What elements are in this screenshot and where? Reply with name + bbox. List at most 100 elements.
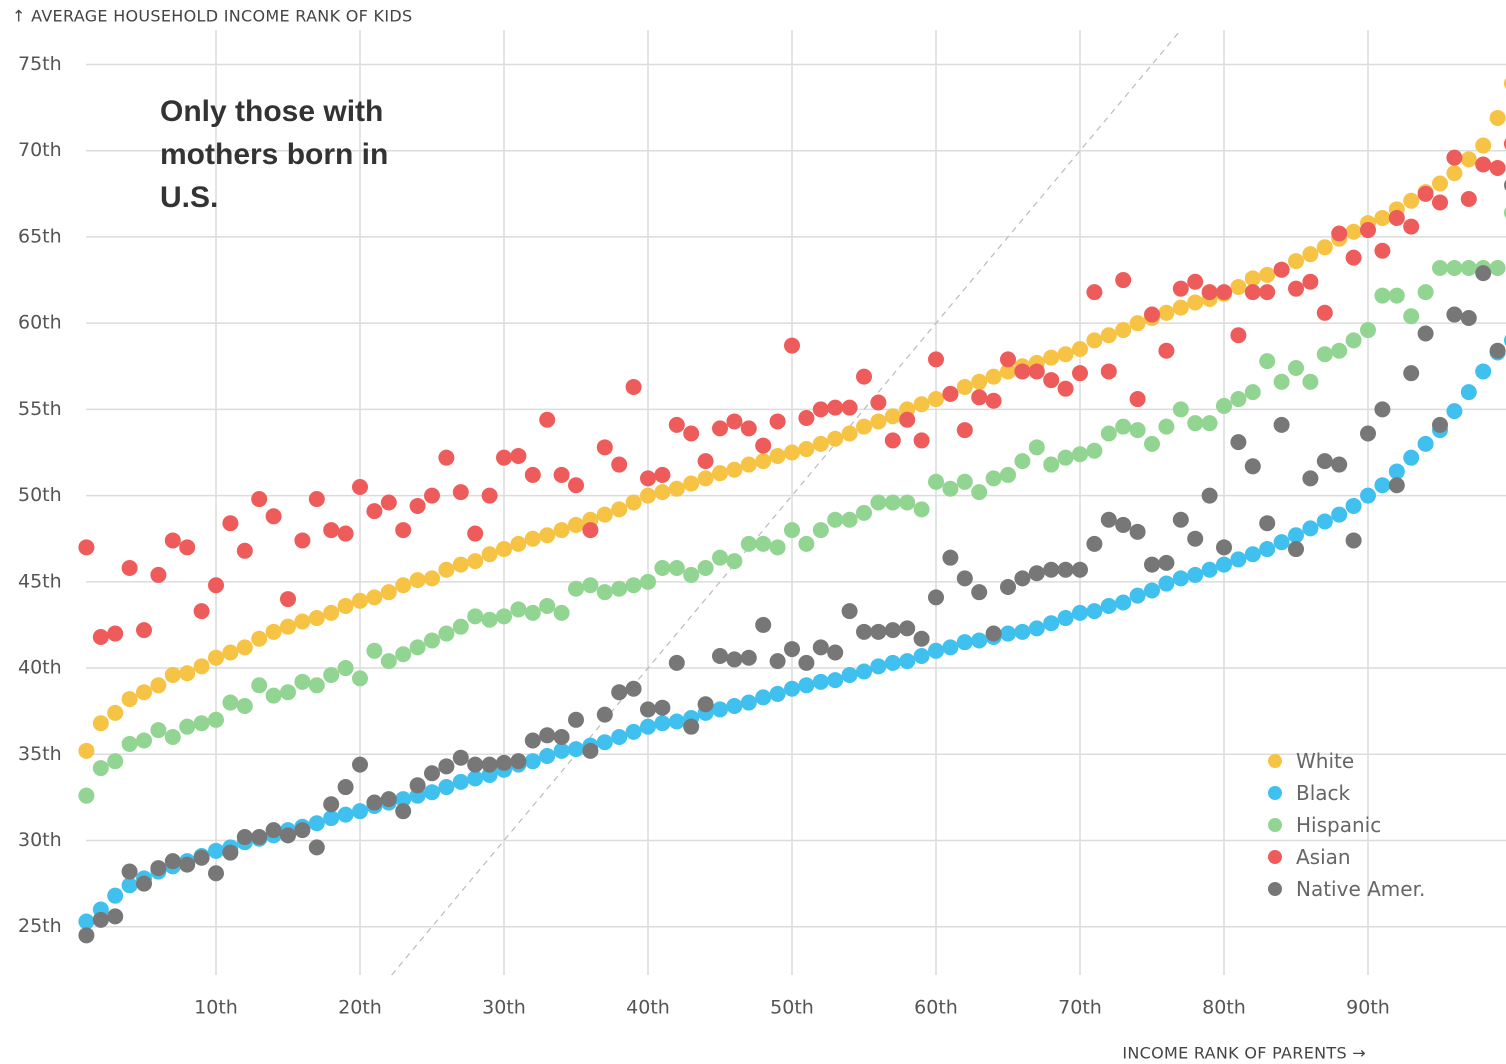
dot	[510, 601, 527, 618]
dot	[1072, 446, 1088, 463]
dot	[1000, 625, 1016, 642]
dot	[1115, 516, 1132, 533]
dot	[755, 453, 772, 470]
dot	[697, 696, 714, 713]
x-tick-label: 70th	[1058, 997, 1102, 1019]
dot	[164, 666, 181, 683]
dot	[121, 877, 138, 894]
y-axis-title: ↑ AVERAGE HOUSEHOLD INCOME RANK OF KIDS	[12, 7, 412, 26]
dot	[1216, 556, 1232, 573]
dot	[208, 577, 224, 594]
dot	[323, 666, 340, 683]
dot	[726, 413, 743, 430]
dot	[841, 399, 858, 416]
dot	[280, 591, 296, 608]
dot	[683, 475, 700, 492]
dot	[740, 694, 757, 711]
dot	[193, 603, 210, 620]
dot	[337, 779, 354, 796]
dot	[467, 770, 484, 787]
dot	[1403, 449, 1420, 466]
dot	[611, 729, 628, 746]
x-tick-label: 80th	[1202, 997, 1246, 1019]
dot	[1158, 342, 1175, 359]
dot	[1244, 546, 1261, 563]
dot	[798, 677, 815, 694]
dot	[1345, 332, 1362, 349]
dot	[1230, 551, 1247, 568]
dot	[683, 566, 700, 583]
dot	[1331, 342, 1348, 359]
dot	[1144, 306, 1160, 323]
dot	[150, 566, 167, 583]
dot	[294, 822, 311, 839]
dot	[121, 560, 138, 577]
dot	[798, 654, 815, 671]
dot	[539, 411, 556, 428]
dot	[467, 525, 484, 542]
dot	[812, 522, 829, 539]
dot	[452, 618, 469, 635]
dot	[467, 553, 484, 570]
dot	[424, 765, 440, 782]
dot	[913, 630, 930, 647]
dot	[337, 806, 354, 823]
dot	[884, 654, 901, 671]
dot	[654, 699, 671, 716]
dot	[1302, 373, 1319, 390]
dot	[496, 608, 512, 625]
dot	[92, 911, 109, 928]
dot	[1446, 306, 1463, 323]
legend-item: Hispanic	[1268, 809, 1425, 841]
dot	[899, 411, 916, 428]
dot	[496, 449, 512, 466]
series	[78, 179, 1506, 944]
y-tick-label: 25th	[18, 915, 62, 937]
dot	[251, 829, 268, 846]
dot	[1057, 380, 1074, 397]
legend-swatch	[1268, 754, 1282, 768]
dot	[1345, 497, 1362, 514]
legend-label: White	[1296, 749, 1355, 773]
dot	[884, 622, 901, 639]
dot	[1302, 470, 1319, 487]
dot	[870, 394, 887, 411]
y-tick-label: 30th	[18, 829, 62, 851]
dot	[1115, 418, 1132, 435]
series	[78, 78, 1506, 759]
dot	[928, 642, 944, 659]
dot	[1057, 610, 1074, 627]
dot	[236, 639, 253, 656]
dot	[424, 570, 440, 587]
x-tick-label: 40th	[626, 997, 670, 1019]
dot	[1316, 513, 1333, 530]
dot	[1172, 280, 1189, 297]
dot	[1288, 253, 1304, 270]
dot	[1057, 346, 1074, 363]
dot	[136, 732, 152, 749]
dot	[971, 632, 988, 649]
dot	[654, 484, 671, 501]
dot	[942, 480, 959, 497]
dot	[798, 441, 815, 458]
dot	[856, 418, 872, 435]
dot	[92, 760, 109, 777]
dot	[870, 658, 887, 675]
dot	[1230, 434, 1247, 451]
dot	[1446, 165, 1463, 182]
dot	[107, 704, 124, 721]
dot	[1460, 309, 1477, 326]
reference-line	[391, 29, 1182, 976]
dot	[251, 630, 268, 647]
legend-item: White	[1268, 745, 1425, 777]
dot	[409, 572, 426, 589]
dot	[1388, 209, 1405, 226]
dot	[640, 487, 656, 504]
dot	[1230, 327, 1247, 344]
dot	[1460, 190, 1477, 207]
dot	[352, 756, 368, 773]
dot	[524, 732, 541, 749]
dot	[380, 653, 397, 670]
legend-label: Native Amer.	[1296, 877, 1426, 901]
